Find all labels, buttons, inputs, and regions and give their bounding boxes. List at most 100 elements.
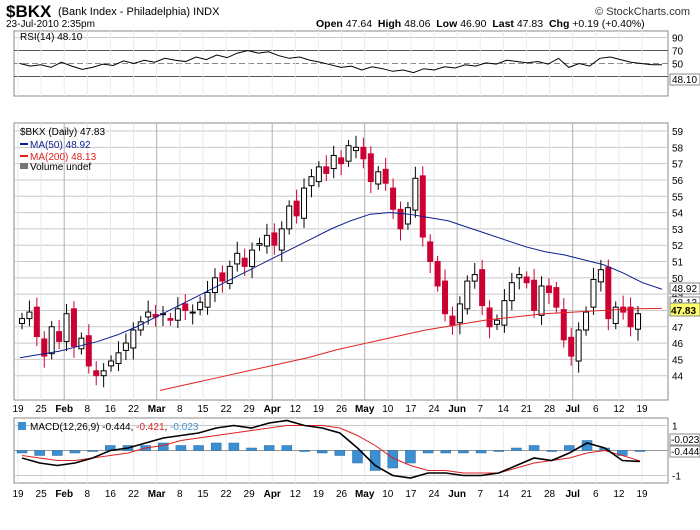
price-tick-label: 44 <box>672 372 684 383</box>
candle <box>345 139 352 167</box>
ma50-line <box>19 212 663 359</box>
candle-body <box>419 175 426 238</box>
x-axis-day-label: 8 <box>177 404 183 415</box>
candle-body <box>48 326 55 355</box>
macd-histogram-bar <box>87 450 98 452</box>
candle <box>390 178 397 219</box>
candle <box>412 166 419 218</box>
candle-body <box>471 274 478 282</box>
macd-tick-label: 1 <box>672 422 678 433</box>
hist-tag: -0.023 <box>671 435 700 446</box>
candle-body <box>560 309 567 341</box>
macd-histogram-bar <box>175 445 187 451</box>
candle-body <box>241 257 248 267</box>
candle-body <box>211 277 218 293</box>
candle <box>33 297 40 347</box>
candle <box>456 296 463 335</box>
exchange-code: INDX <box>193 6 220 18</box>
price-tick-label: 55 <box>672 192 684 203</box>
candle <box>568 327 575 366</box>
candle <box>338 150 345 176</box>
candle <box>115 341 122 372</box>
candle-body <box>56 331 63 342</box>
macd-legend-name: MACD(12,26,9) <box>30 422 99 433</box>
candle-body <box>204 291 211 308</box>
candle <box>26 300 33 327</box>
x-axis-day-label: 22 <box>220 489 232 500</box>
x-axis-day-label: 26 <box>336 489 348 500</box>
last-label: Last <box>492 18 514 30</box>
x-axis-day-label: 12 <box>290 489 302 500</box>
x-axis-day-label: 10 <box>382 404 394 415</box>
candle <box>531 268 538 319</box>
candle-body <box>412 177 419 211</box>
candle <box>323 155 330 182</box>
low-label: Low <box>436 18 458 30</box>
candle <box>189 304 196 325</box>
candle-body <box>449 315 456 326</box>
x-axis-month-label: May <box>355 404 375 415</box>
rsi-tick-label: 70 <box>672 47 684 58</box>
candle <box>590 267 597 315</box>
candle-body <box>367 153 374 183</box>
macd-histogram-bar <box>458 450 469 454</box>
candle-body <box>612 306 619 324</box>
chg-value: +0.19 (+0.40%) <box>572 18 645 30</box>
macd-panel: MACD(12,26,9) -0.444, -0.421, -0.023 10-… <box>13 417 700 484</box>
candle <box>100 363 107 388</box>
candle-body <box>434 261 441 287</box>
x-axis-day-label: 19 <box>313 489 325 500</box>
candle-body <box>323 166 330 174</box>
x-axis-day-label: 12 <box>613 489 625 500</box>
price-tick-label: 45 <box>672 355 684 366</box>
x-axis-day-label: 12 <box>290 404 302 415</box>
index-name: (Bank Index - Philadelphia) INDX <box>58 6 219 18</box>
chg-label: Chg <box>548 18 570 30</box>
x-axis-month-label: Mar <box>148 489 166 500</box>
candle-body <box>390 187 397 210</box>
x-axis-day-label: 21 <box>521 404 533 415</box>
x-axis-day-label: 29 <box>244 489 256 500</box>
x-axis-month-label: Jul <box>565 404 580 415</box>
x-axis-month-label: Apr <box>264 404 281 415</box>
candle-body <box>486 307 493 328</box>
macd-histogram-bar <box>52 450 63 456</box>
x-axis-day-label: 21 <box>521 489 533 500</box>
candle <box>612 301 619 330</box>
x-axis-day-label: 17 <box>405 404 417 415</box>
price-tick-label: 56 <box>672 176 684 187</box>
candle-body <box>568 336 575 357</box>
legend-ma200: MA(200) 48.13 <box>30 152 97 163</box>
candle-body <box>167 318 174 321</box>
legend-bkx-daily: $BKX (Daily) 47.83 <box>20 127 105 138</box>
candle-body <box>635 313 641 330</box>
candle <box>360 137 367 169</box>
candle-body <box>464 280 471 310</box>
candle-body <box>85 335 92 367</box>
candle-body <box>278 228 285 251</box>
rsi-line <box>19 49 662 74</box>
candle-body <box>308 176 315 187</box>
x-axis-day-label: 15 <box>197 404 209 415</box>
candle-body <box>41 338 48 357</box>
macd-histogram-bar <box>281 445 293 451</box>
candle-body <box>493 319 500 325</box>
candle-body <box>315 166 322 183</box>
candle <box>382 157 389 191</box>
candle-body <box>78 337 85 350</box>
x-axis-day-label: 19 <box>636 404 648 415</box>
candle <box>226 260 233 290</box>
candle-body <box>145 311 152 318</box>
candle <box>41 331 48 368</box>
rsi-last-tag: 48.10 <box>669 73 700 86</box>
x-axis-month-label: May <box>355 489 375 500</box>
candle <box>286 200 293 235</box>
candle <box>301 178 308 228</box>
macd-histogram-bar <box>493 450 504 452</box>
candle <box>211 268 218 303</box>
macd-histogram-bar <box>405 450 416 464</box>
candle <box>575 322 582 373</box>
candle-body <box>523 276 530 284</box>
candle-body <box>263 234 270 247</box>
macd-histogram-bar <box>387 450 399 469</box>
